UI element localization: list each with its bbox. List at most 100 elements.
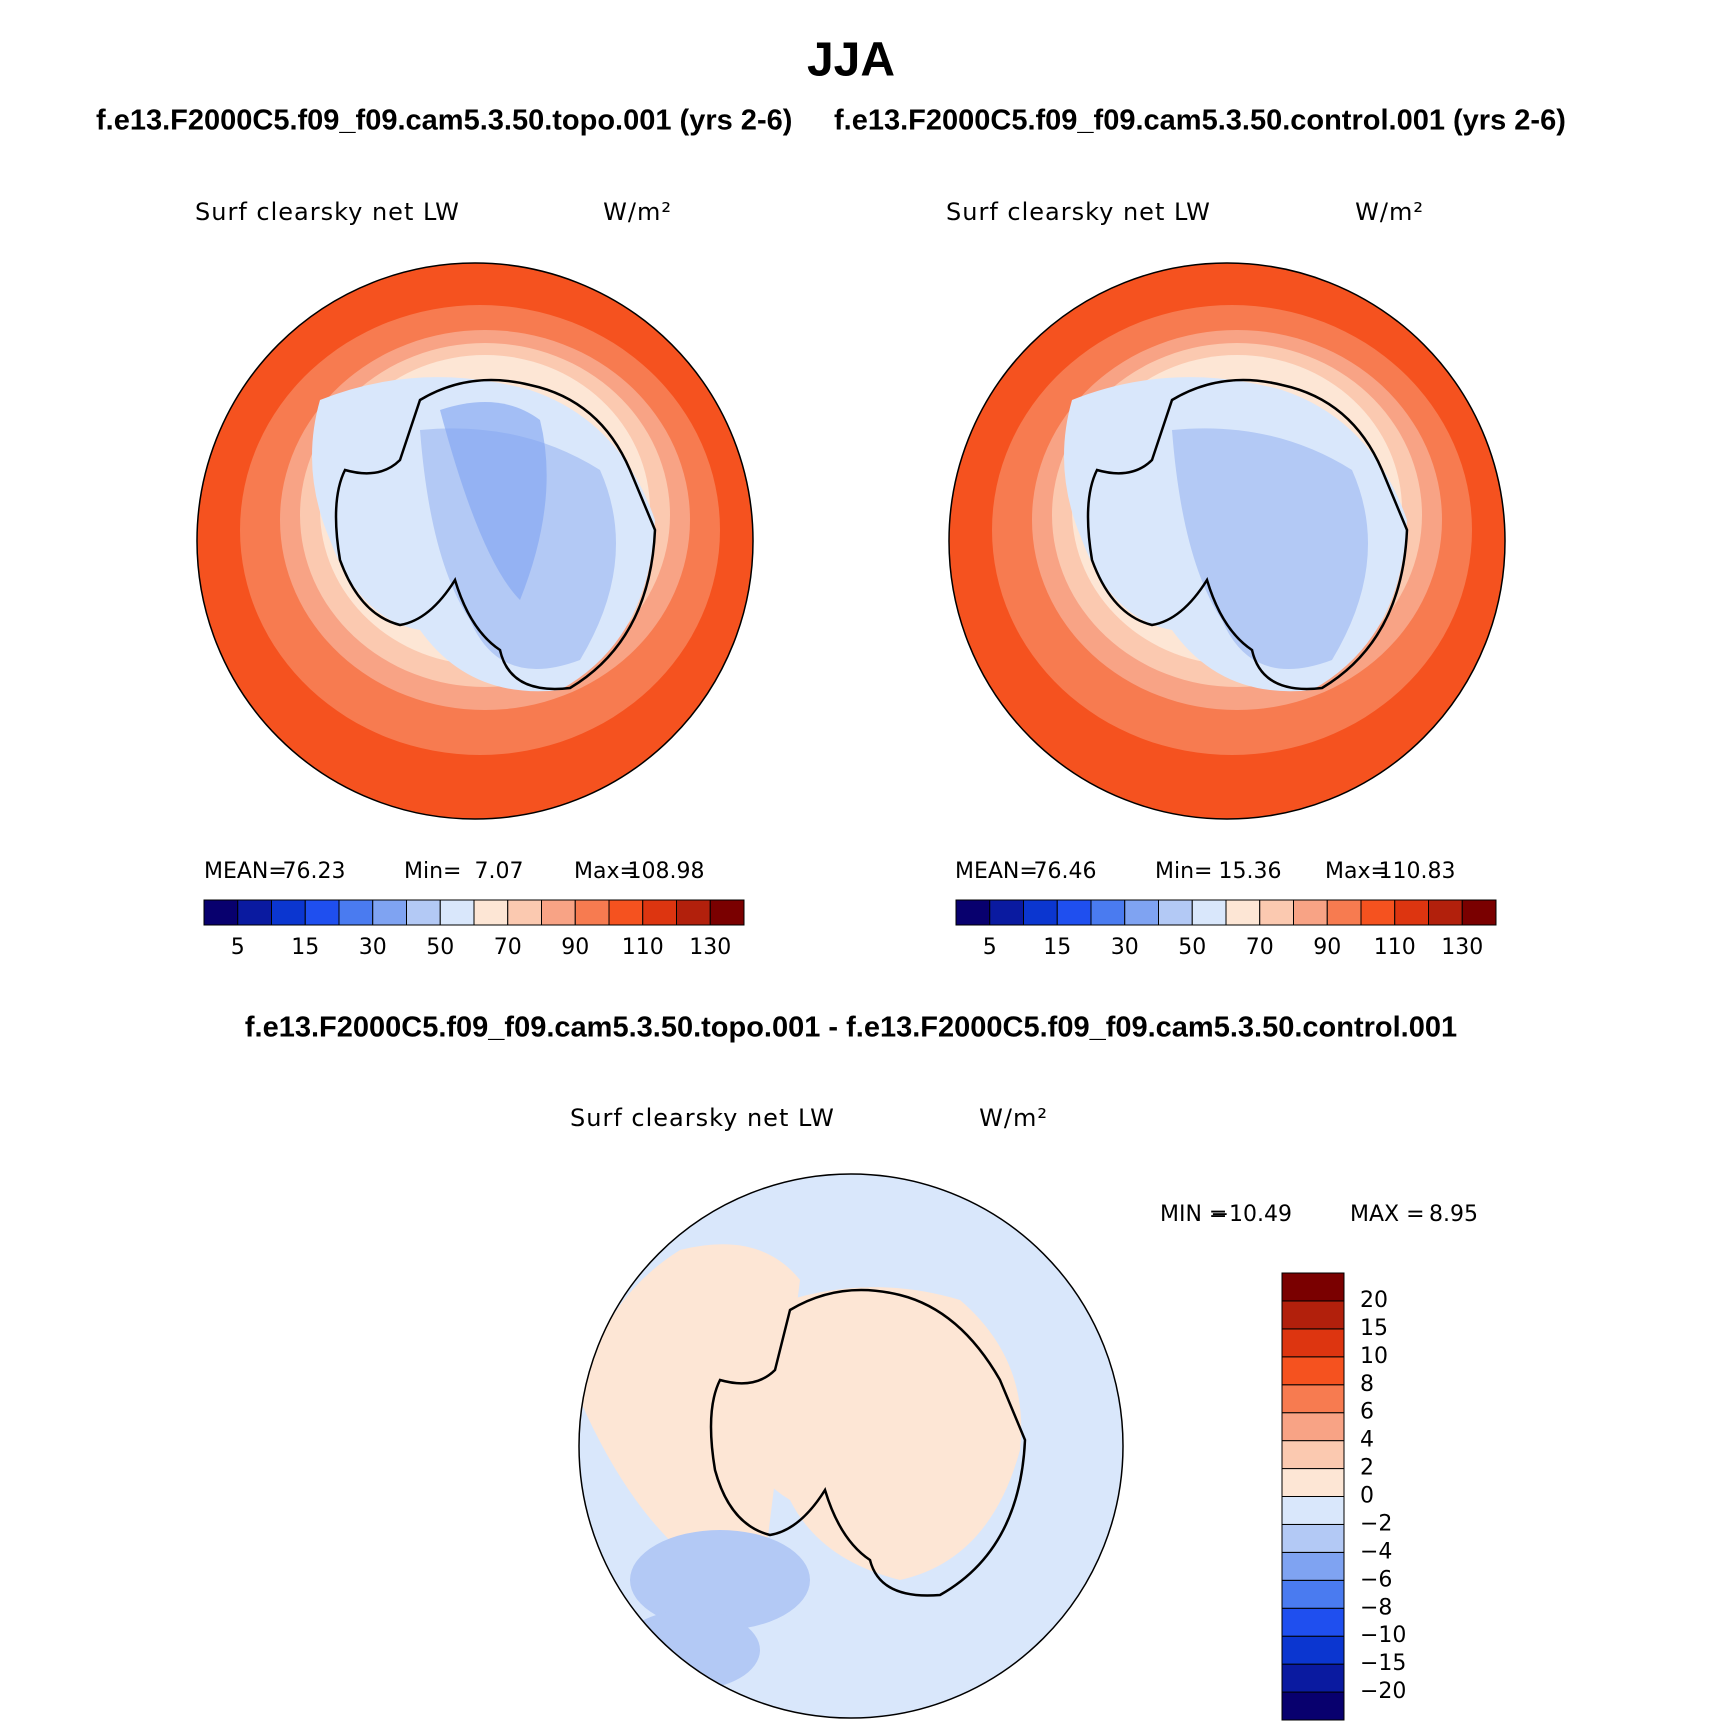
colorbar-label: −15	[1360, 1651, 1406, 1676]
colorbar-box	[1281, 1328, 1345, 1358]
colorbar-label: 15	[291, 935, 319, 960]
colorbar-box	[1461, 899, 1497, 926]
colorbar-box	[1281, 1635, 1345, 1665]
stat-mean: 76.23	[283, 859, 346, 884]
colorbar-label: 6	[1360, 1400, 1374, 1425]
units-label: W/m²	[979, 1104, 1048, 1132]
colorbar-box	[1056, 899, 1092, 926]
colorbar-label: 10	[1360, 1344, 1388, 1369]
field-label: Surf clearsky net LW	[946, 198, 1211, 226]
colorbar-label: 30	[1111, 935, 1139, 960]
colorbar-box	[1281, 1523, 1345, 1553]
colorbar-box	[989, 899, 1024, 926]
colorbar-label: 90	[561, 935, 589, 960]
colorbar-label: 30	[359, 935, 387, 960]
field-label: Surf clearsky net LW	[195, 198, 460, 226]
colorbar-box	[1281, 1468, 1345, 1497]
colorbar-box	[304, 899, 340, 926]
stat-min-label: Min=	[1155, 859, 1212, 884]
colorbar-label: 15	[1043, 935, 1071, 960]
colorbar-label: −10	[1360, 1623, 1406, 1648]
colorbar-box	[1191, 899, 1227, 926]
panel-subtitle: f.e13.F2000C5.f09_f09.cam5.3.50.topo.001…	[245, 1012, 1457, 1044]
colorbar-box	[1281, 1551, 1345, 1581]
colorbar-box	[1225, 899, 1261, 926]
colorbar-label: 5	[231, 935, 245, 960]
stat-min: −10.49	[1211, 1202, 1292, 1227]
colorbar-label: 90	[1313, 935, 1341, 960]
colorbar-box	[406, 899, 441, 926]
units-label: W/m²	[1355, 198, 1424, 226]
colorbar-label: −4	[1360, 1539, 1392, 1564]
colorbar-box	[1281, 1579, 1345, 1609]
colorbar-label: 70	[494, 935, 522, 960]
map-border	[948, 262, 1506, 820]
colorbar-label: 130	[689, 935, 731, 960]
stat-max: 8.95	[1429, 1202, 1478, 1227]
colorbar-box	[1158, 899, 1193, 926]
colorbar-label: 8	[1360, 1372, 1374, 1397]
colorbar-box	[203, 899, 239, 926]
colorbar-box	[541, 899, 576, 926]
colorbar-box	[1281, 1300, 1345, 1330]
stat-max-label: MAX =	[1350, 1202, 1425, 1227]
colorbar-box	[1281, 1356, 1345, 1386]
colorbar-label: 2	[1360, 1456, 1374, 1481]
colorbar-box	[1124, 899, 1159, 926]
colorbar-box	[1281, 1496, 1345, 1525]
colorbar-label: −2	[1360, 1511, 1392, 1536]
colorbar-box	[1281, 1272, 1345, 1302]
colorbar-label: −20	[1360, 1679, 1406, 1704]
colorbar-box	[473, 899, 509, 926]
colorbar-box	[1090, 899, 1126, 926]
map	[579, 1174, 1123, 1718]
stat-max: 108.98	[628, 859, 705, 884]
colorbar-label: 50	[426, 935, 454, 960]
field-label: Surf clearsky net LW	[570, 1104, 835, 1132]
colorbar-box	[507, 899, 542, 926]
figure-title: JJA	[807, 34, 895, 87]
colorbar-box	[1259, 899, 1294, 926]
stat-max-label: Max=	[574, 859, 638, 884]
colorbar-box	[1281, 1412, 1345, 1442]
colorbar-label: 4	[1360, 1428, 1374, 1453]
colorbar-label: 70	[1246, 935, 1274, 960]
colorbar-box	[574, 899, 610, 926]
map	[197, 263, 753, 819]
colorbar-box	[271, 899, 306, 926]
stat-min-label: MIN =	[1160, 1202, 1227, 1227]
colorbar-box	[709, 899, 745, 926]
colorbar-label: 50	[1178, 935, 1206, 960]
colorbar-box	[237, 899, 272, 926]
colorbar-box	[955, 899, 991, 926]
units-label: W/m²	[603, 198, 672, 226]
colorbar-label: −8	[1360, 1595, 1392, 1620]
stat-mean-label: MEAN=	[955, 859, 1038, 884]
colorbar-box	[676, 899, 711, 926]
colorbar-box	[1281, 1440, 1345, 1470]
colorbar-label: 110	[1374, 935, 1416, 960]
stat-mean-label: MEAN=	[204, 859, 287, 884]
stat-max: 110.83	[1379, 859, 1456, 884]
colorbar-box	[1023, 899, 1058, 926]
colorbar-label: 20	[1360, 1288, 1388, 1313]
panel-subtitle: f.e13.F2000C5.f09_f09.cam5.3.50.topo.001…	[96, 105, 792, 137]
colorbar-box	[642, 899, 677, 926]
stat-min: 7.07	[475, 859, 524, 884]
colorbar-box	[1281, 1691, 1345, 1721]
colorbar-box	[1428, 899, 1463, 926]
colorbar-box	[372, 899, 407, 926]
colorbar-box	[1281, 1384, 1345, 1414]
colorbar-box	[439, 899, 475, 926]
colorbar-label: 130	[1441, 935, 1483, 960]
colorbar-label: 5	[983, 935, 997, 960]
colorbar-box	[1326, 899, 1362, 926]
colorbar-box	[1360, 899, 1396, 926]
map-border	[196, 262, 754, 820]
stat-min: 15.36	[1219, 859, 1282, 884]
panel-subtitle: f.e13.F2000C5.f09_f09.cam5.3.50.control.…	[834, 105, 1566, 137]
map-border	[578, 1173, 1124, 1719]
colorbar-box	[608, 899, 644, 926]
